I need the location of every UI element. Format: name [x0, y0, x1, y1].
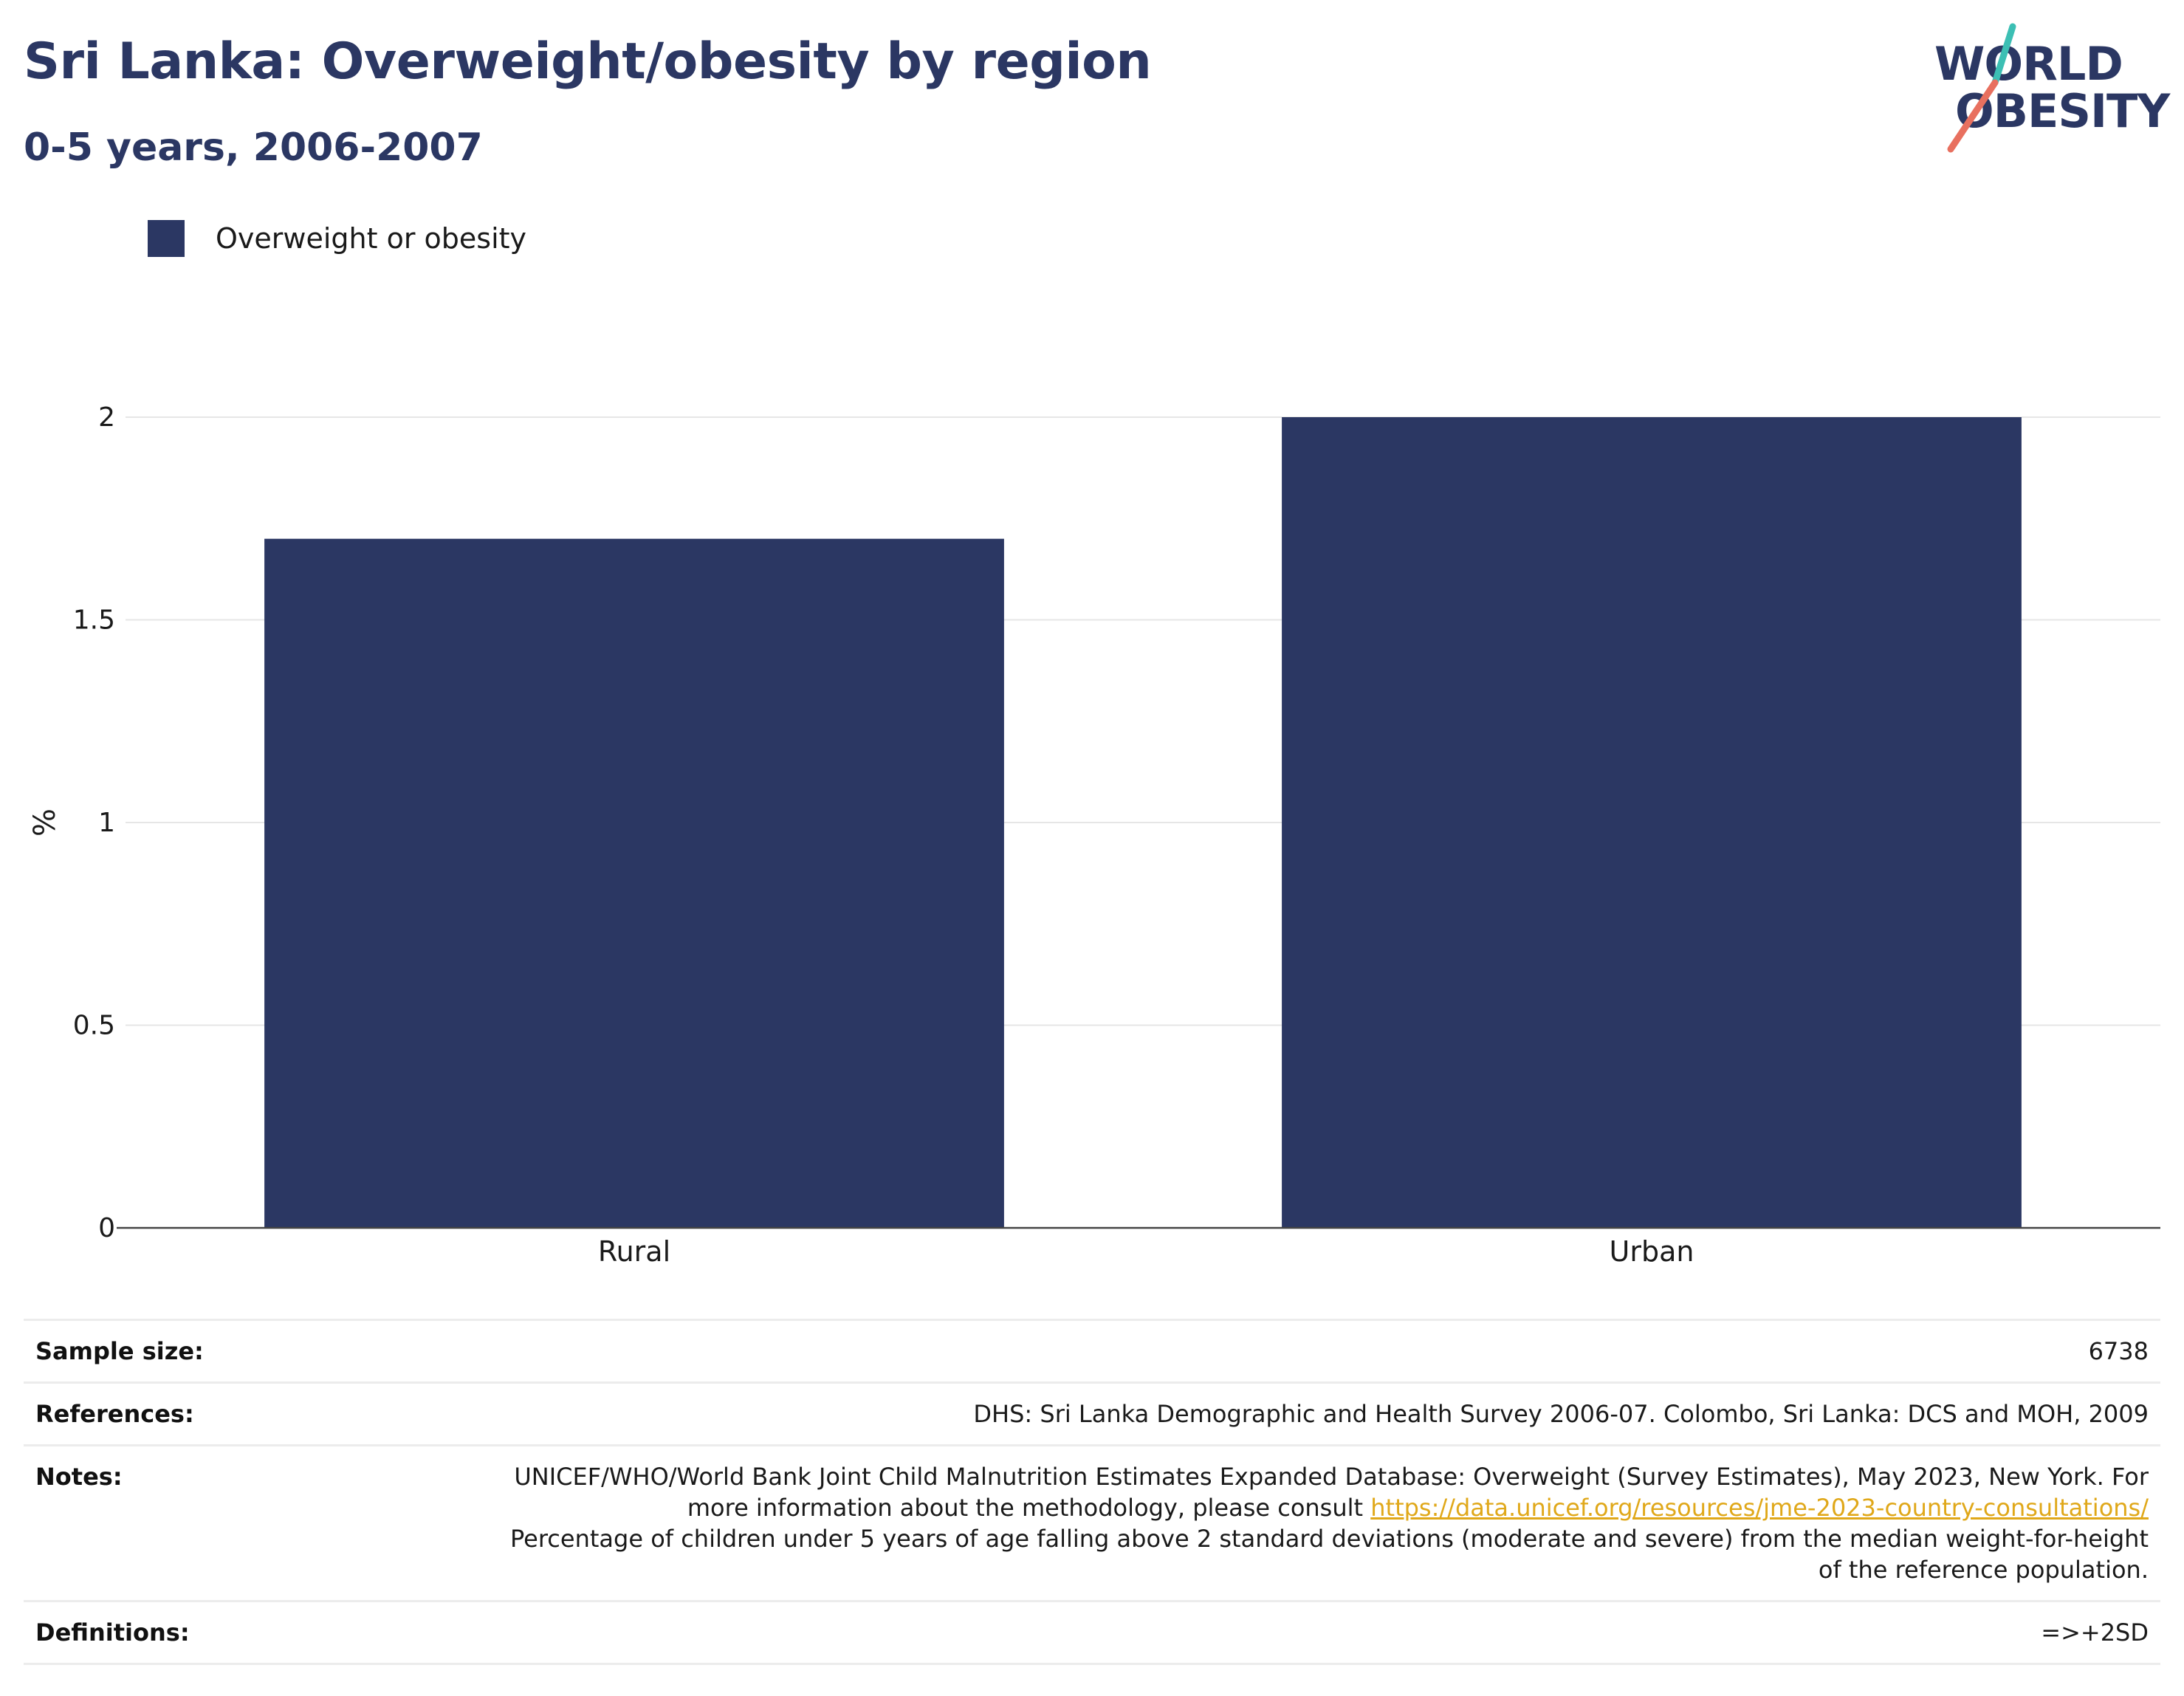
world-obesity-logo: WORLD OBESITY: [1912, 21, 2170, 154]
notes-link[interactable]: https://data.unicef.org/resources/jme-20…: [1370, 1494, 2149, 1522]
logo-line-1: WORLD: [1934, 37, 2123, 91]
notes-text-2: Percentage of children under 5 years of …: [510, 1525, 2149, 1584]
y-tick-label: 1: [98, 808, 115, 838]
page-subtitle: 0-5 years, 2006-2007: [24, 126, 483, 170]
sample-size-label: Sample size:: [35, 1337, 204, 1365]
bar-rural[interactable]: [264, 538, 1004, 1228]
references-value: DHS: Sri Lanka Demographic and Health Su…: [973, 1400, 2149, 1428]
references-label: References:: [35, 1400, 194, 1428]
info-row-references: References: DHS: Sri Lanka Demographic a…: [24, 1381, 2160, 1444]
page-title: Sri Lanka: Overweight/obesity by region: [24, 32, 1152, 91]
bar-urban[interactable]: [1282, 417, 2022, 1228]
info-table: Sample size: 6738 References: DHS: Sri L…: [24, 1319, 2160, 1665]
definitions-label: Definitions:: [35, 1618, 190, 1647]
notes-label: Notes:: [35, 1463, 123, 1491]
bar-chart: 0 0.5 1 1.5 2 Rural Urban%: [28, 402, 2160, 1268]
bars: [264, 417, 2022, 1228]
legend-label: Overweight or obesity: [216, 222, 527, 255]
x-tick-label: Rural: [598, 1235, 670, 1268]
legend-swatch: [148, 220, 185, 257]
x-tick-label: Urban: [1610, 1235, 1694, 1268]
y-tick-label: 2: [98, 402, 115, 433]
logo-slash-icon: [1947, 23, 2016, 153]
info-row-definitions: Definitions: =>+2SD: [24, 1600, 2160, 1665]
definitions-value: =>+2SD: [2041, 1618, 2149, 1647]
sample-size-value: 6738: [2088, 1337, 2149, 1365]
y-axis-title: %: [28, 808, 62, 837]
info-row-notes: Notes: UNICEF/WHO/World Bank Joint Child…: [24, 1444, 2160, 1600]
info-row-sample-size: Sample size: 6738: [24, 1319, 2160, 1381]
notes-value: UNICEF/WHO/World Bank Joint Child Malnut…: [495, 1461, 2149, 1585]
axes: 0 0.5 1 1.5 2 Rural Urban%: [28, 402, 2160, 1268]
y-tick-label: 1.5: [73, 605, 115, 636]
y-tick-label: 0: [98, 1213, 115, 1243]
chart-legend: Overweight or obesity: [148, 220, 526, 257]
notes-text-1: UNICEF/WHO/World Bank Joint Child Malnut…: [514, 1463, 2149, 1522]
y-tick-label: 0.5: [73, 1011, 115, 1041]
